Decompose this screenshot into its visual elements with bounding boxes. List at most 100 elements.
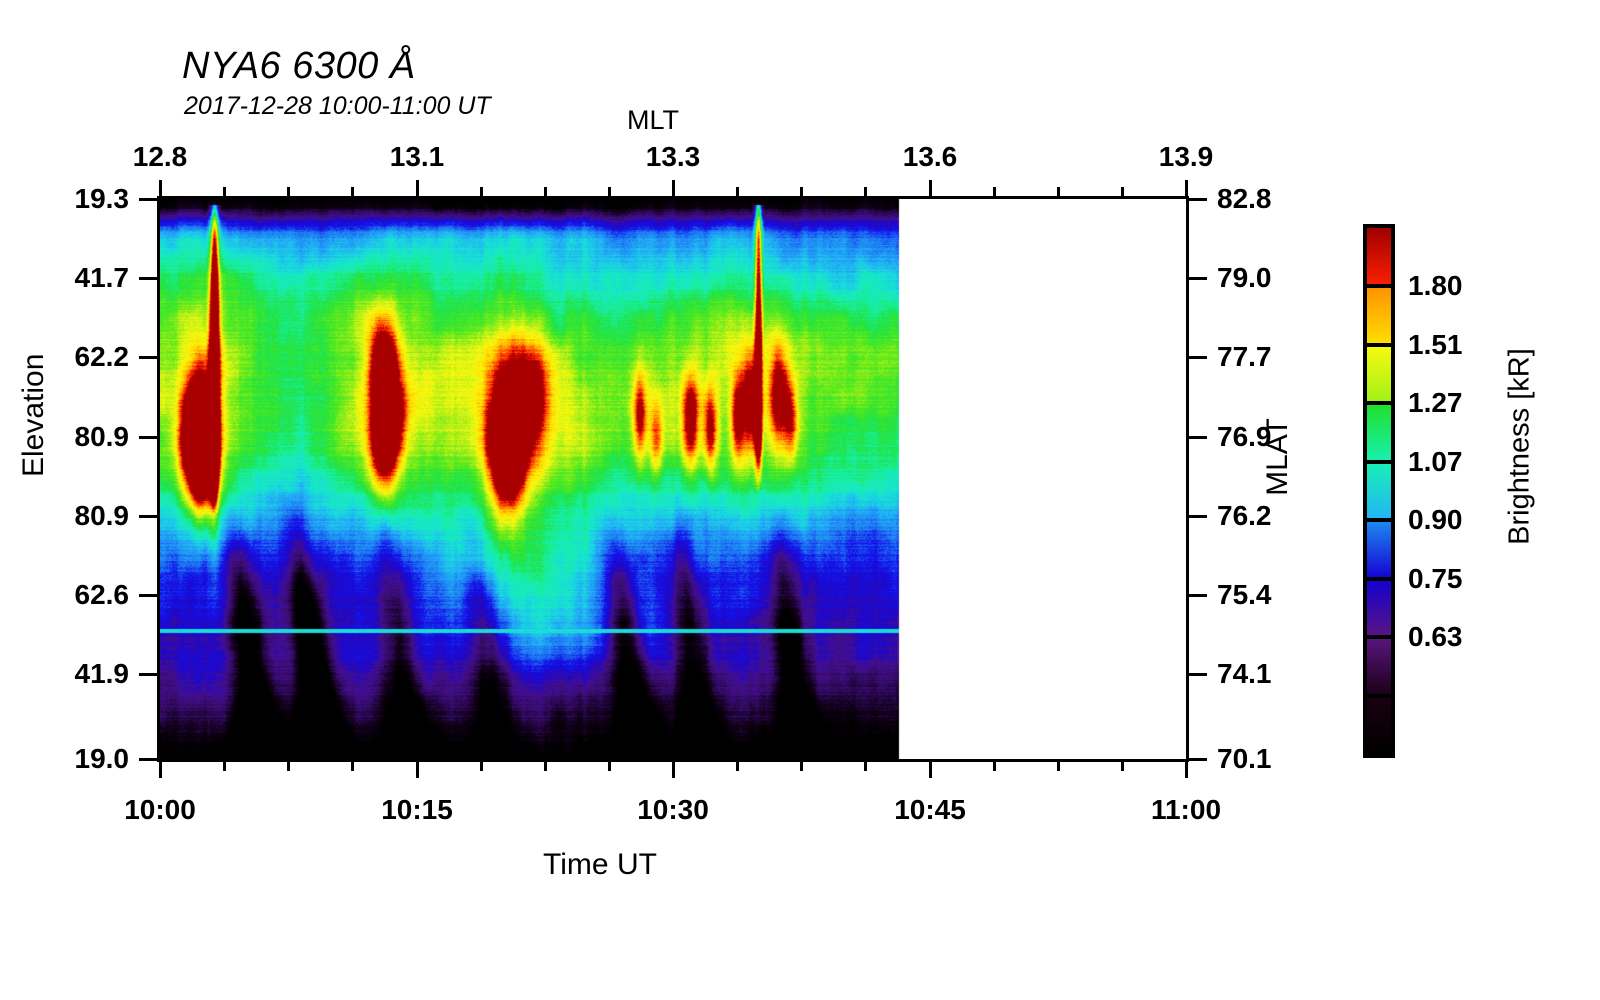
colorbar-band-separator: [1367, 635, 1391, 640]
left-major-tick: [139, 594, 157, 597]
left-major-tick: [139, 356, 157, 359]
right-tick-label: 70.1: [1217, 743, 1272, 774]
right-major-tick: [1189, 436, 1207, 439]
bottom-minor-tick: [1121, 762, 1124, 771]
colorbar-band-separator: [1367, 518, 1391, 523]
page-subtitle: 2017-12-28 10:00-11:00 UT: [184, 92, 491, 120]
top-major-tick: [159, 180, 162, 196]
bottom-minor-tick: [480, 762, 483, 771]
left-major-tick: [139, 673, 157, 676]
colorbar-band-separator: [1367, 693, 1391, 698]
bottom-major-tick: [672, 762, 675, 778]
right-major-tick: [1189, 277, 1207, 280]
colorbar-band-separator: [1367, 401, 1391, 406]
colorbar-tick-label: 1.27: [1408, 387, 1463, 418]
right-major-tick: [1189, 515, 1207, 518]
bottom-tick-label: 10:15: [381, 794, 453, 825]
colorbar-tick-label: 1.51: [1408, 329, 1463, 360]
right-tick-label: 74.1: [1217, 658, 1272, 689]
top-tick-label: 13.9: [1158, 141, 1214, 172]
left-major-tick: [139, 758, 157, 761]
top-minor-tick: [544, 187, 547, 196]
bottom-minor-tick: [287, 762, 290, 771]
bottom-minor-tick: [544, 762, 547, 771]
bottom-minor-tick: [800, 762, 803, 771]
left-tick-label: 19.3: [74, 183, 130, 214]
bottom-tick-label: 11:00: [1150, 794, 1222, 825]
left-axis-title: Elevation: [17, 353, 50, 477]
plot-frame: [157, 196, 1189, 762]
colorbar-tick-label: 0.63: [1408, 621, 1463, 652]
right-tick-label: 82.8: [1217, 183, 1272, 214]
top-major-tick: [416, 180, 419, 196]
right-axis-title: MLAT: [1261, 418, 1294, 496]
right-tick-label: 79.0: [1217, 262, 1272, 293]
top-minor-tick: [993, 187, 996, 196]
bottom-minor-tick: [351, 762, 354, 771]
bottom-minor-tick: [223, 762, 226, 771]
top-major-tick: [672, 180, 675, 196]
colorbar-tick-label: 0.75: [1408, 563, 1463, 594]
colorbar-band: [1367, 228, 1391, 287]
left-tick-label: 62.6: [74, 579, 130, 610]
right-tick-label: 77.7: [1217, 341, 1272, 372]
page-title: NYA6 6300 Å: [182, 45, 416, 87]
top-minor-tick: [1057, 187, 1060, 196]
left-tick-label: 19.0: [74, 743, 130, 774]
top-minor-tick: [1121, 187, 1124, 196]
colorbar-band: [1367, 286, 1391, 346]
top-minor-tick: [608, 187, 611, 196]
right-major-tick: [1189, 758, 1207, 761]
bottom-minor-tick: [736, 762, 739, 771]
top-minor-tick: [800, 187, 803, 196]
right-major-tick: [1189, 673, 1207, 676]
colorbar-band: [1367, 520, 1391, 580]
top-axis-title: MLT: [627, 105, 679, 135]
left-tick-label: 41.9: [74, 658, 130, 689]
colorbar-band: [1367, 637, 1391, 697]
colorbar-band: [1367, 344, 1391, 404]
colorbar-title: Brightness [kR]: [1503, 348, 1536, 545]
bottom-tick-label: 10:45: [894, 794, 966, 825]
colorbar-band: [1367, 403, 1391, 463]
bottom-major-tick: [1185, 762, 1188, 778]
top-minor-tick: [864, 187, 867, 196]
colorbar-band: [1367, 578, 1391, 638]
top-minor-tick: [287, 187, 290, 196]
colorbar-tick-label: 1.07: [1408, 446, 1463, 477]
right-tick-label: 75.4: [1217, 579, 1272, 610]
colorbar-tick-label: 1.80: [1408, 270, 1463, 301]
colorbar-band-separator: [1367, 459, 1391, 464]
top-major-tick: [929, 180, 932, 196]
colorbar-band-separator: [1367, 576, 1391, 581]
bottom-major-tick: [416, 762, 419, 778]
top-tick-label: 13.1: [389, 141, 445, 172]
top-minor-tick: [480, 187, 483, 196]
right-tick-label: 76.9: [1217, 421, 1272, 452]
colorbar: [1363, 224, 1395, 758]
left-major-tick: [139, 515, 157, 518]
top-minor-tick: [223, 187, 226, 196]
left-tick-label: 62.2: [74, 341, 130, 372]
top-tick-label: 13.3: [645, 141, 701, 172]
bottom-minor-tick: [1057, 762, 1060, 771]
colorbar-tick-label: 0.90: [1408, 504, 1463, 535]
top-minor-tick: [351, 187, 354, 196]
colorbar-band: [1367, 461, 1391, 521]
left-tick-label: 80.9: [74, 421, 130, 452]
top-major-tick: [1185, 180, 1188, 196]
right-major-tick: [1189, 594, 1207, 597]
keogram-heatmap: [160, 199, 1186, 759]
bottom-major-tick: [159, 762, 162, 778]
bottom-axis-title: Time UT: [543, 848, 657, 881]
colorbar-band-separator: [1367, 342, 1391, 347]
top-tick-label: 13.6: [902, 141, 958, 172]
colorbar-band-separator: [1367, 284, 1391, 289]
colorbar-band: [1367, 695, 1391, 755]
left-tick-label: 41.7: [74, 262, 130, 293]
left-tick-label: 80.9: [74, 500, 130, 531]
bottom-minor-tick: [993, 762, 996, 771]
bottom-minor-tick: [608, 762, 611, 771]
bottom-tick-label: 10:30: [637, 794, 709, 825]
right-major-tick: [1189, 198, 1207, 201]
